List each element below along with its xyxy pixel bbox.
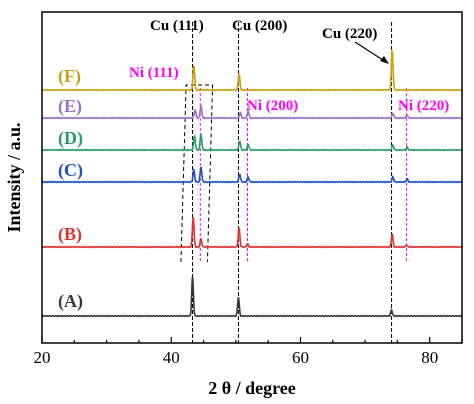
highlight-box-outline	[180, 84, 214, 263]
series-label: (F)	[58, 66, 81, 87]
x-tick-label: 40	[163, 348, 180, 367]
annotation-arrowhead	[380, 56, 389, 64]
x-ticks: 20 40 60 80	[34, 337, 463, 367]
series-group	[41, 48, 463, 318]
peak-annotation: Cu (220)	[322, 26, 377, 42]
y-axis-label: Intensity / a.u.	[4, 122, 24, 232]
x-tick-label: 20	[34, 348, 51, 367]
x-tick-label: 80	[421, 348, 438, 367]
series-label: (E)	[58, 96, 82, 117]
series-line	[41, 48, 463, 92]
series-line	[41, 133, 463, 152]
plot-frame	[41, 11, 463, 344]
peak-annotation: Ni (220)	[398, 98, 449, 114]
series-label: (C)	[58, 160, 83, 181]
series-line	[41, 276, 463, 318]
series-label: (D)	[58, 128, 83, 149]
ni111-highlight-box	[180, 84, 214, 263]
peak-annotation: Ni (111)	[129, 65, 179, 81]
series-line	[41, 104, 463, 120]
series-label: (B)	[58, 224, 82, 245]
x-tick-label: 60	[292, 348, 309, 367]
series-labels: (A) (B) (C) (D) (E) (F)	[58, 66, 83, 312]
peak-annotation: Cu (111)	[150, 18, 204, 34]
peak-annotations: Cu (111) Cu (200) Cu (220) Ni (111) Ni (200)…	[129, 18, 449, 114]
series-label: (A)	[58, 291, 83, 312]
series-line	[41, 217, 463, 249]
annotation-arrow	[354, 41, 387, 63]
peak-annotation: Cu (200)	[232, 18, 287, 34]
peak-annotation: Ni (200)	[247, 98, 298, 114]
series-line	[41, 166, 463, 184]
x-axis-label: 2 θ / degree	[208, 378, 296, 398]
